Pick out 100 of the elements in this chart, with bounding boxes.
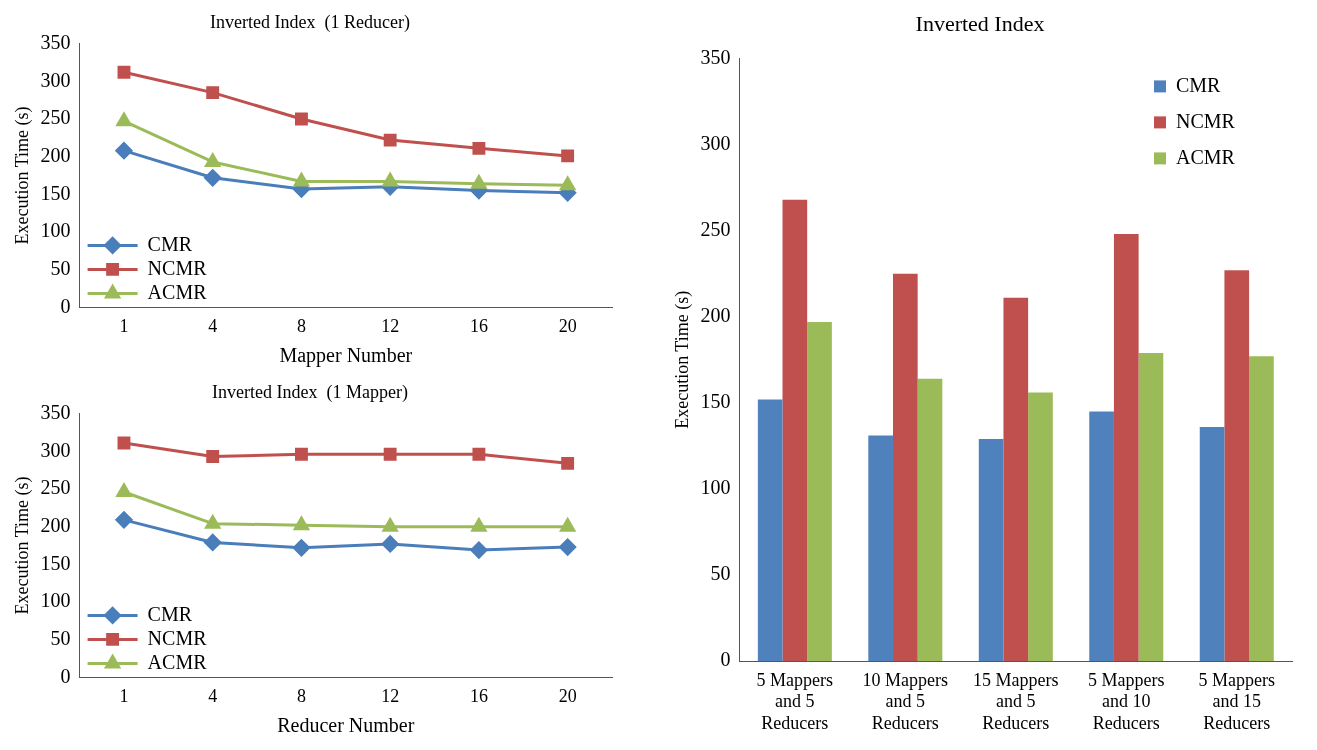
y-axis-title: Execution Time (s)	[11, 106, 33, 245]
y-tick-label: 350	[40, 400, 71, 423]
legend-label: ACMR	[147, 650, 208, 673]
y-tick-label: 150	[40, 181, 71, 204]
point	[206, 86, 220, 100]
x-tick-label: 1	[119, 315, 129, 336]
legend-label: CMR	[147, 602, 193, 625]
y-tick-label: 50	[50, 256, 71, 279]
y-tick-label: 250	[40, 106, 71, 129]
legend-label: NCMR	[147, 626, 208, 649]
point	[117, 65, 131, 79]
point	[294, 447, 308, 461]
legend-label: CMR	[147, 232, 193, 255]
point	[559, 538, 577, 556]
x-tick-label: 16	[469, 315, 488, 336]
x-tick-label: 5 Mappers and 15 Reducers	[1198, 669, 1275, 733]
bar	[1089, 411, 1114, 662]
bar	[782, 199, 808, 662]
x-tick-label: 4	[208, 685, 218, 706]
x-tick-label: 5 Mappers and 10 Reducers	[1088, 669, 1165, 733]
bar	[868, 435, 893, 662]
point	[205, 515, 221, 529]
y-tick-label: 200	[700, 303, 731, 326]
y-tick-label: 150	[700, 390, 731, 413]
bar	[1113, 234, 1139, 662]
bar	[917, 378, 943, 662]
x-axis-title: Mapper Number	[279, 344, 413, 368]
point	[293, 173, 309, 187]
point	[383, 133, 397, 147]
point	[472, 141, 486, 155]
x-tick-label: 8	[296, 315, 306, 336]
point	[472, 447, 486, 461]
y-tick-label: 100	[700, 476, 731, 499]
y-tick-label: 300	[40, 68, 71, 91]
bar	[807, 321, 832, 662]
bar	[1199, 426, 1225, 662]
x-tick-label: 5 Mappers and 5 Reducers	[756, 669, 834, 733]
x-tick-label: 20	[558, 685, 577, 706]
y-tick-label: 200	[40, 513, 71, 536]
legend-label: ACMR	[1176, 145, 1236, 168]
bar	[1249, 356, 1274, 662]
y-tick-label: 300	[40, 438, 71, 461]
point	[561, 456, 575, 470]
chart-title: Inverted Index	[915, 10, 1045, 36]
x-tick-label: 12	[381, 685, 400, 706]
point	[471, 175, 487, 189]
point	[560, 518, 576, 532]
point	[204, 533, 222, 551]
y-tick-label: 300	[700, 131, 731, 154]
x-tick-label: 12	[381, 315, 400, 336]
y-tick-label: 250	[700, 217, 731, 240]
bar	[892, 273, 918, 662]
point	[116, 483, 132, 497]
y-tick-label: 0	[720, 648, 731, 671]
chart-title: Inverted Index (1 Reducer)	[210, 11, 410, 33]
point	[471, 518, 487, 532]
point	[205, 153, 221, 167]
y-axis-title: Execution Time (s)	[671, 290, 693, 429]
y-tick-label: 350	[700, 45, 731, 68]
point	[383, 447, 397, 461]
point	[204, 169, 222, 187]
y-tick-label: 0	[60, 294, 71, 317]
point	[381, 535, 399, 553]
point	[206, 450, 220, 464]
bar	[1138, 352, 1164, 662]
x-tick-label: 4	[208, 315, 218, 336]
point	[470, 541, 488, 559]
x-tick-label: 1	[119, 685, 129, 706]
y-tick-label: 100	[40, 589, 71, 612]
y-tick-label: 200	[40, 143, 71, 166]
point	[382, 173, 398, 187]
y-tick-label: 50	[50, 626, 71, 649]
point	[115, 142, 133, 160]
y-tick-label: 350	[40, 30, 71, 53]
point	[294, 112, 308, 126]
point	[117, 436, 131, 450]
y-tick-label: 0	[60, 664, 71, 687]
y-axis-title: Execution Time (s)	[11, 476, 33, 615]
point	[292, 539, 310, 557]
x-tick-label: 15 Mappers and 5 Reducers	[973, 669, 1059, 733]
point	[293, 516, 309, 531]
point	[561, 149, 575, 163]
y-tick-label: 100	[40, 219, 71, 242]
bar	[1003, 297, 1029, 662]
bar	[1028, 392, 1053, 662]
y-tick-label: 250	[40, 476, 71, 499]
bar	[978, 439, 1004, 662]
x-tick-label: 16	[469, 685, 488, 706]
legend-label: NCMR	[1176, 109, 1236, 132]
bar	[757, 399, 783, 662]
y-tick-label: 50	[710, 562, 731, 585]
x-tick-label: 10 Mappers and 5 Reducers	[862, 669, 949, 733]
bar	[1224, 270, 1250, 662]
x-tick-label: 8	[296, 685, 306, 706]
point	[115, 511, 133, 529]
legend-label: NCMR	[147, 256, 208, 279]
point	[382, 518, 398, 532]
x-axis-title: Reducer Number	[277, 714, 415, 737]
point	[116, 112, 132, 127]
chart-title: Inverted Index (1 Mapper)	[212, 381, 408, 403]
